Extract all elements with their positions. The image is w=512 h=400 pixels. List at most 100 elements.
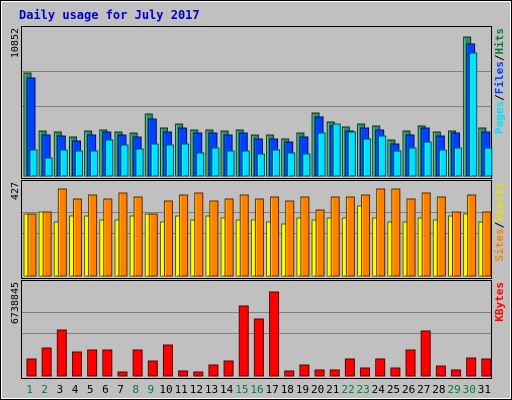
bar-pages-3 <box>59 149 68 177</box>
x-tick-label: 11 <box>175 383 188 396</box>
legend-kbytes: KBytes <box>493 282 506 322</box>
legend-entry: KBytes <box>493 282 506 322</box>
bar-pages-28 <box>438 149 447 177</box>
bar-sites-29 <box>452 211 462 277</box>
bar-sites-10 <box>163 200 173 277</box>
chart-title: Daily usage for July 2017 <box>19 8 200 22</box>
bar-sites-16 <box>254 198 264 277</box>
bar-sites-30 <box>467 194 477 277</box>
bar-pages-25 <box>393 150 402 177</box>
bar-sites-25 <box>391 188 401 277</box>
bar-kbytes-29 <box>451 369 462 377</box>
x-tick-label: 17 <box>266 383 279 396</box>
legend-entry: Pages <box>493 101 506 134</box>
x-tick-label: 20 <box>311 383 324 396</box>
x-tick-label: 25 <box>387 383 400 396</box>
bar-pages-21 <box>332 123 341 177</box>
bar-kbytes-21 <box>329 369 340 377</box>
x-tick-label: 21 <box>326 383 339 396</box>
bar-sites-15 <box>239 194 249 277</box>
x-tick-label: 27 <box>417 383 430 396</box>
legend-entry: / <box>493 94 506 101</box>
y-max-label: 427 <box>10 182 21 200</box>
x-tick-label: 16 <box>250 383 263 396</box>
bar-kbytes-8 <box>132 349 143 377</box>
bar-sites-14 <box>224 198 234 277</box>
bar-kbytes-23 <box>360 367 371 377</box>
x-tick-label: 14 <box>220 383 234 396</box>
bar-kbytes-14 <box>223 360 234 377</box>
series-sites <box>27 188 492 277</box>
bar-kbytes-6 <box>102 349 113 377</box>
bar-pages-27 <box>423 141 432 177</box>
bar-sites-2 <box>42 211 52 277</box>
bar-pages-5 <box>90 150 99 177</box>
bar-sites-3 <box>57 188 67 277</box>
bar-sites-18 <box>285 200 295 277</box>
panel-visits-sites: 427 Sites/Visits <box>10 180 506 279</box>
legend-entry: / <box>493 54 506 61</box>
bar-pages-31 <box>484 147 493 177</box>
bar-sites-22 <box>345 196 355 277</box>
bar-pages-29 <box>454 147 463 177</box>
bar-pages-17 <box>272 149 281 177</box>
bar-sites-31 <box>482 211 492 277</box>
x-tick-label: 9 <box>148 383 155 396</box>
bar-kbytes-28 <box>435 365 446 377</box>
bar-kbytes-26 <box>405 349 416 377</box>
bar-kbytes-3 <box>56 329 67 377</box>
x-tick-label: 2 <box>41 383 48 396</box>
bar-sites-28 <box>436 196 446 277</box>
bar-kbytes-9 <box>147 360 158 377</box>
bar-sites-21 <box>330 196 340 277</box>
bar-kbytes-25 <box>390 367 401 377</box>
bar-kbytes-13 <box>208 364 219 377</box>
bar-pages-22 <box>347 131 356 177</box>
x-tick-label: 7 <box>117 383 124 396</box>
bar-pages-23 <box>363 138 372 177</box>
bar-pages-13 <box>211 147 220 177</box>
x-tick-label: 5 <box>87 383 94 396</box>
bar-kbytes-31 <box>481 358 492 377</box>
x-tick-label: 31 <box>478 383 491 396</box>
x-tick-label: 18 <box>281 383 294 396</box>
bar-kbytes-12 <box>193 371 204 377</box>
bar-sites-5 <box>88 194 98 277</box>
bar-sites-20 <box>315 209 325 277</box>
x-tick-label: 13 <box>205 383 218 396</box>
x-tick-label: 30 <box>463 383 476 396</box>
x-tick-label: 3 <box>57 383 64 396</box>
bar-sites-11 <box>179 194 189 277</box>
bar-sites-4 <box>72 198 82 277</box>
bar-kbytes-22 <box>344 358 355 377</box>
bar-sites-27 <box>421 192 431 277</box>
bar-pages-30 <box>469 52 478 177</box>
bar-pages-4 <box>74 150 83 177</box>
bar-kbytes-5 <box>87 349 98 377</box>
bar-pages-20 <box>317 132 326 177</box>
legend-entry: Hits <box>493 28 506 55</box>
series-pages <box>29 52 493 177</box>
bar-pages-16 <box>256 153 265 177</box>
bar-pages-15 <box>241 150 250 177</box>
bar-sites-26 <box>406 198 416 277</box>
x-tick-label: 1 <box>26 383 33 396</box>
bar-kbytes-18 <box>284 370 295 377</box>
bar-pages-18 <box>287 152 296 177</box>
bar-kbytes-27 <box>420 330 431 377</box>
bar-kbytes-19 <box>299 364 310 377</box>
bar-kbytes-20 <box>314 369 325 377</box>
legend-entry: / <box>493 221 506 228</box>
bar-pages-26 <box>408 147 417 177</box>
x-tick-label: 4 <box>72 383 79 396</box>
bar-sites-17 <box>270 196 280 277</box>
bar-sites-13 <box>209 200 219 277</box>
bar-pages-9 <box>150 143 159 177</box>
x-tick-label: 29 <box>447 383 460 396</box>
bar-kbytes-1 <box>26 358 37 377</box>
legend-visits-sites: Sites/Visits <box>493 182 506 262</box>
bar-pages-8 <box>135 148 144 177</box>
legend-entry: Visits <box>493 182 506 222</box>
